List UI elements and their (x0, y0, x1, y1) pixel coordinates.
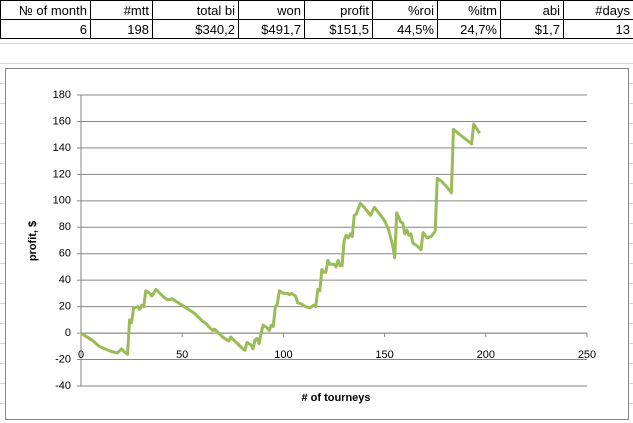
table-cell: № of month (0, 0, 91, 20)
x-tick-label: 0 (78, 349, 84, 361)
y-tick-label: 20 (59, 301, 71, 313)
table-cell: $340,2 (152, 19, 239, 39)
y-tick-label: 180 (53, 89, 71, 101)
table-cell: 24,7% (437, 19, 501, 39)
table-cell: 6 (0, 19, 91, 39)
x-tick-label: 150 (375, 349, 393, 361)
table-cell: %itm (437, 0, 501, 20)
header-row: № of month #mtt total bi won profit %roi %itm a… (0, 0, 633, 20)
x-tick-label: 250 (578, 349, 596, 361)
y-tick-label: 160 (53, 115, 71, 127)
x-axis-title: # of tourneys (301, 392, 370, 404)
x-tick-label: 100 (274, 349, 292, 361)
y-axis-title: profit, $ (27, 221, 39, 261)
table-cell: #days (563, 0, 633, 20)
table-body: № of month #mtt total bi won profit %roi %itm a… (0, 0, 633, 39)
y-tick-label: -20 (55, 353, 71, 365)
chart: # of tourneys profit, $ -40 -20 0 20 40 60 80 1… (27, 89, 596, 404)
table-cell: $1,7 (500, 19, 564, 39)
y-tick-label: 120 (53, 168, 71, 180)
y-tick-label: 0 (65, 327, 71, 339)
y-tick-label: 40 (59, 274, 71, 286)
table-cell: $491,7 (238, 19, 305, 39)
table-cell: total bi (152, 0, 239, 20)
y-tick-label: 100 (53, 195, 71, 207)
y-tick-label: 60 (59, 248, 71, 260)
x-tick-label: 50 (176, 349, 188, 361)
y-tick-label: 140 (53, 142, 71, 154)
data-row: 6 198 $340,2 $491,7 $151,5 44,5% 24,7% $1,7 13 (0, 19, 633, 39)
table-cell: $151,5 (304, 19, 373, 39)
table-cell: 44,5% (372, 19, 438, 39)
table-cell: 198 (90, 19, 153, 39)
y-tick-label: 80 (59, 221, 71, 233)
table-cell: abi (500, 0, 564, 20)
table-cell: 13 (563, 19, 633, 39)
table-cell: %roi (372, 0, 438, 20)
y-tick-label: -40 (55, 380, 71, 392)
table-cell: #mtt (90, 0, 153, 20)
x-tick-label: 200 (477, 349, 495, 361)
chart-area: # of tourneys profit, $ -40 -20 0 20 40 60 80 1… (5, 68, 629, 420)
data-line (80, 122, 481, 356)
table-cell: won (238, 0, 305, 20)
summary-table: № of month #mtt total bi won profit %roi %itm a… (0, 0, 633, 39)
table-cell: profit (304, 0, 373, 20)
